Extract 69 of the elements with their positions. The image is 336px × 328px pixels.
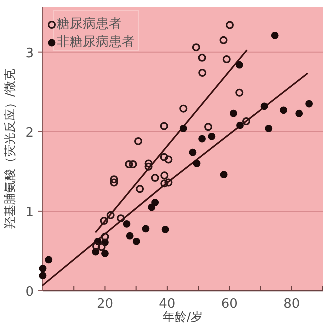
point	[230, 110, 238, 118]
point	[142, 225, 150, 233]
point	[45, 256, 53, 264]
point	[265, 125, 273, 132]
point	[117, 214, 126, 223]
point	[198, 69, 207, 78]
point	[160, 172, 169, 180]
point	[125, 160, 134, 169]
point	[151, 174, 160, 182]
point	[102, 250, 109, 258]
point	[222, 56, 231, 64]
point	[204, 123, 213, 132]
point	[271, 32, 279, 40]
point	[208, 132, 216, 140]
x-tick-label: 40	[159, 297, 176, 312]
point	[280, 106, 288, 114]
point	[260, 102, 268, 110]
point	[160, 180, 169, 188]
point	[164, 156, 173, 164]
point	[144, 160, 153, 168]
point	[106, 211, 115, 220]
point	[296, 110, 304, 118]
point	[236, 61, 244, 69]
y-tick-label: 3	[26, 46, 34, 62]
point	[160, 153, 168, 162]
point	[193, 160, 201, 168]
point	[220, 36, 228, 44]
point	[132, 238, 140, 246]
point	[306, 100, 314, 108]
point	[152, 198, 160, 206]
legend-label: 糖尿病患者	[57, 17, 122, 32]
point	[164, 178, 173, 187]
y-tick-label: 1	[26, 205, 34, 220]
point	[226, 21, 234, 30]
point	[110, 176, 118, 184]
point	[126, 232, 134, 240]
point	[162, 226, 170, 234]
x-tick-label: 60	[221, 297, 238, 312]
point	[160, 122, 168, 130]
point	[110, 178, 118, 187]
point	[101, 232, 110, 241]
point	[92, 242, 101, 250]
x-axis-title: 年龄/岁	[162, 310, 204, 324]
point	[134, 137, 143, 146]
point	[220, 171, 228, 179]
point	[129, 160, 138, 169]
y-axis-title: 羟基脯氨酸（荧光反应）/微克	[3, 68, 17, 230]
point	[148, 204, 156, 212]
point	[236, 122, 244, 130]
point	[39, 272, 47, 280]
point	[180, 125, 188, 132]
y-tick-label: 0	[26, 285, 34, 300]
x-tick-label: 20	[96, 297, 114, 312]
y-tick-label: 2	[26, 126, 34, 141]
point	[39, 265, 47, 272]
point	[236, 88, 244, 97]
point	[198, 135, 206, 143]
point	[189, 148, 197, 156]
point	[144, 162, 153, 171]
legend-label: 非糖尿病患者	[57, 35, 135, 50]
point	[98, 243, 106, 252]
point	[198, 54, 206, 62]
point	[192, 44, 200, 52]
point	[180, 104, 188, 113]
x-tick-label: 80	[284, 297, 300, 312]
point	[242, 118, 250, 126]
point	[136, 185, 144, 194]
point	[100, 216, 108, 225]
point	[123, 220, 131, 228]
